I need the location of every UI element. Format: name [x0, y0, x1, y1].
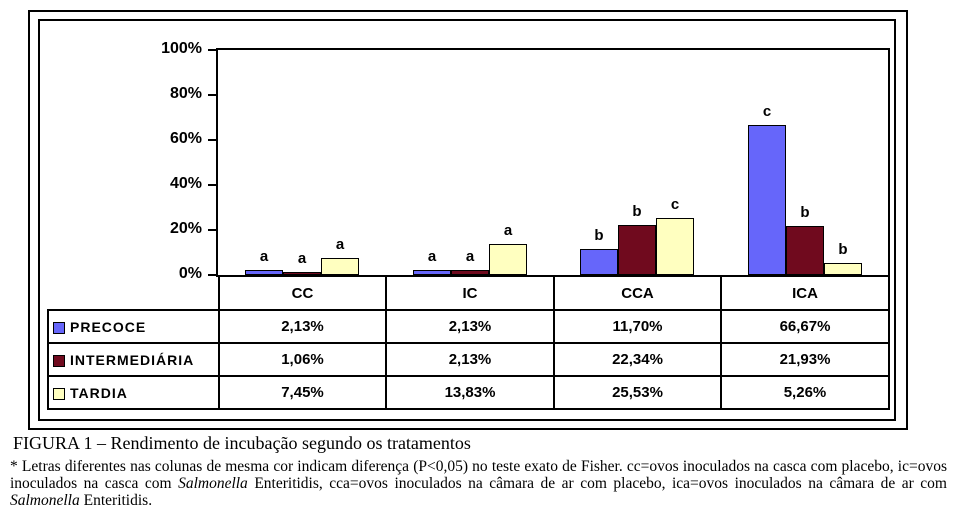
legend-swatch-icon [53, 321, 65, 334]
bar-cc-intermediária [283, 272, 321, 275]
y-tick-label: 40% [169, 175, 202, 192]
y-tick-mark [208, 94, 218, 96]
y-tick-label: 80% [169, 85, 202, 102]
figure-caption-text: FIGURA 1 – Rendimento de incubação segun… [13, 433, 471, 453]
value-cc-tardia: 7,45% [218, 375, 387, 410]
category-label-cca: CCA [553, 277, 722, 311]
category-label-ic: IC [385, 277, 555, 311]
footnote-text-1: * Letras diferentes nas colunas de mesma… [10, 458, 947, 492]
bar-ic-intermediária [451, 270, 489, 275]
sig-letter-ic-precoce: a [427, 248, 437, 265]
figure-caption: FIGURA 1 – Rendimento de incubação segun… [13, 433, 471, 454]
y-tick-label: 0% [178, 265, 202, 282]
table-corner-cell [48, 277, 220, 311]
value-ica-precoce: 66,67% [720, 309, 890, 344]
footnote-italic-salmonella-1: Salmonella [178, 475, 248, 492]
legend-series-name: PRECOCE [70, 318, 147, 335]
value-cca-precoce: 11,70% [553, 309, 722, 344]
sig-letter-ica-intermediária: b [800, 204, 810, 221]
category-label-ica: ICA [720, 277, 890, 311]
value-ic-precoce: 2,13% [385, 309, 555, 344]
y-tick-mark [208, 139, 218, 141]
y-tick-label: 100% [161, 40, 202, 57]
legend-series-name: TARDIA [70, 384, 128, 401]
sig-letter-cc-tardia: a [335, 236, 345, 253]
value-ica-tardia: 5,26% [720, 375, 890, 410]
value-cca-tardia: 25,53% [553, 375, 722, 410]
sig-letter-cca-tardia: c [670, 196, 680, 213]
sig-letter-cc-intermediária: a [297, 250, 307, 267]
sig-letter-cca-intermediária: b [632, 203, 642, 220]
legend-cell-precoce: PRECOCE [47, 309, 220, 344]
legend-cell-tardia: TARDIA [47, 375, 220, 410]
bar-cca-tardia [656, 218, 694, 275]
bar-ic-precoce [413, 270, 451, 275]
sig-letter-ica-precoce: c [762, 103, 772, 120]
bar-ica-intermediária [786, 226, 824, 275]
sig-letter-ic-tardia: a [503, 222, 513, 239]
legend-swatch-icon [53, 387, 65, 400]
figure-footnote: * Letras diferentes nas colunas de mesma… [10, 458, 947, 509]
y-tick-mark [208, 229, 218, 231]
bar-ica-precoce [748, 125, 786, 275]
y-tick-mark [208, 274, 218, 276]
y-tick-label: 20% [169, 220, 202, 237]
data-table-container: CC IC CCA ICA PRECOCE 2,13% 2,13% 11,70% 66,67% I… [47, 277, 890, 410]
legend-cell-intermediária: INTERMEDIÁRIA [47, 342, 220, 377]
y-tick-mark [208, 184, 218, 186]
value-cca-intermediária: 22,34% [553, 342, 722, 377]
bar-ica-tardia [824, 263, 862, 275]
chart-data-table: CC IC CCA ICA PRECOCE 2,13% 2,13% 11,70% 66,67% I… [47, 277, 890, 410]
bar-cca-precoce [580, 249, 618, 275]
y-tick-label: 60% [169, 130, 202, 147]
footnote-italic-salmonella-2: Salmonella [10, 492, 80, 509]
value-cc-precoce: 2,13% [218, 309, 387, 344]
legend-series-name: INTERMEDIÁRIA [70, 351, 195, 368]
sig-letter-ica-tardia: b [838, 241, 848, 258]
bar-ic-tardia [489, 244, 527, 275]
value-ic-intermediária: 2,13% [385, 342, 555, 377]
value-ica-intermediária: 21,93% [720, 342, 890, 377]
bar-cca-intermediária [618, 225, 656, 275]
sig-letter-ic-intermediária: a [465, 248, 475, 265]
sig-letter-cc-precoce: a [259, 248, 269, 265]
bar-cc-precoce [245, 270, 283, 275]
category-label-cc: CC [218, 277, 387, 311]
value-cc-intermediária: 1,06% [218, 342, 387, 377]
y-tick-mark [208, 49, 218, 51]
bar-cc-tardia [321, 258, 359, 275]
sig-letter-cca-precoce: b [594, 227, 604, 244]
value-ic-tardia: 13,83% [385, 375, 555, 410]
legend-swatch-icon [53, 354, 65, 367]
footnote-text-2: Enteritidis, cca=ovos inoculados na câma… [247, 475, 947, 492]
footnote-text-3: Enteritidis. [79, 492, 153, 509]
